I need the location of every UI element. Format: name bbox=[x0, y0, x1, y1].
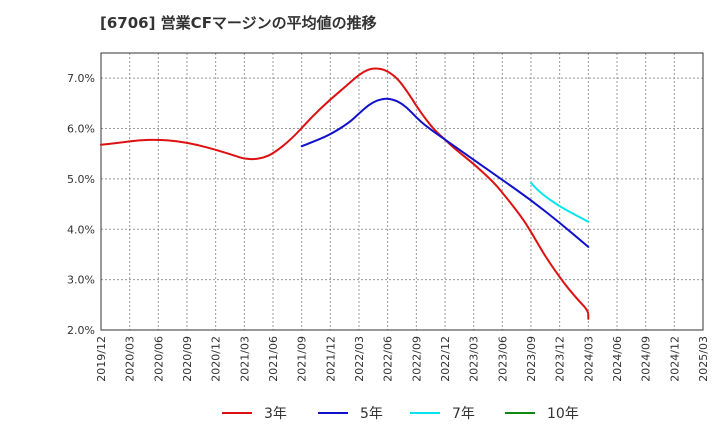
chart-title: [6706] 営業CFマージンの平均値の推移 bbox=[100, 14, 377, 32]
x-tick-label: 2023/09 bbox=[525, 336, 538, 382]
y-tick-label: 3.0% bbox=[67, 274, 95, 287]
legend-label: 5年 bbox=[360, 406, 383, 422]
plot-area bbox=[101, 53, 703, 330]
series-line-7年 bbox=[530, 181, 590, 223]
x-tick-label: 2022/06 bbox=[382, 336, 395, 382]
x-tick-label: 2024/12 bbox=[668, 336, 681, 382]
y-tick-label: 5.0% bbox=[67, 173, 95, 186]
x-tick-label: 2023/06 bbox=[496, 336, 509, 382]
x-tick-label: 2020/06 bbox=[152, 336, 165, 382]
legend-label: 10年 bbox=[547, 406, 579, 422]
y-tick-label: 2.0% bbox=[67, 324, 95, 337]
x-tick-label: 2022/09 bbox=[410, 336, 423, 382]
legend-label: 3年 bbox=[264, 406, 287, 422]
x-tick-label: 2023/12 bbox=[554, 336, 567, 382]
x-tick-label: 2021/09 bbox=[296, 336, 309, 382]
x-tick-label: 2024/09 bbox=[640, 336, 653, 382]
x-tick-label: 2020/12 bbox=[210, 336, 223, 382]
x-tick-label: 2023/03 bbox=[468, 336, 481, 382]
y-tick-label: 4.0% bbox=[67, 223, 95, 236]
plot-border bbox=[100, 52, 704, 331]
x-tick-label: 2019/12 bbox=[95, 336, 108, 382]
series-line-3年 bbox=[100, 67, 590, 320]
y-tick-label: 7.0% bbox=[67, 72, 95, 85]
legend-label: 7年 bbox=[452, 406, 475, 422]
x-tick-label: 2021/03 bbox=[238, 336, 251, 382]
x-tick-label: 2021/06 bbox=[267, 336, 280, 382]
x-tick-label: 2022/03 bbox=[353, 336, 366, 382]
series-line-5年 bbox=[300, 97, 590, 248]
x-tick-label: 2025/03 bbox=[697, 336, 710, 382]
x-tick-label: 2024/06 bbox=[611, 336, 624, 382]
y-tick-label: 6.0% bbox=[67, 123, 95, 136]
x-tick-label: 2021/12 bbox=[324, 336, 337, 382]
x-tick-label: 2022/12 bbox=[439, 336, 452, 382]
x-tick-label: 2020/03 bbox=[124, 336, 137, 382]
x-tick-label: 2024/03 bbox=[582, 336, 595, 382]
x-tick-label: 2020/09 bbox=[181, 336, 194, 382]
